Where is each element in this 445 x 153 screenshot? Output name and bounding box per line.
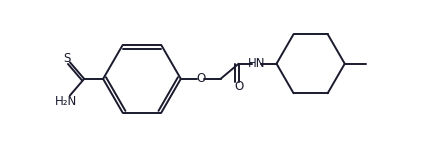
Text: O: O	[196, 72, 205, 85]
Text: S: S	[63, 52, 71, 65]
Text: HN: HN	[248, 57, 265, 70]
Text: O: O	[234, 80, 243, 93]
Text: H₂N: H₂N	[55, 95, 77, 108]
